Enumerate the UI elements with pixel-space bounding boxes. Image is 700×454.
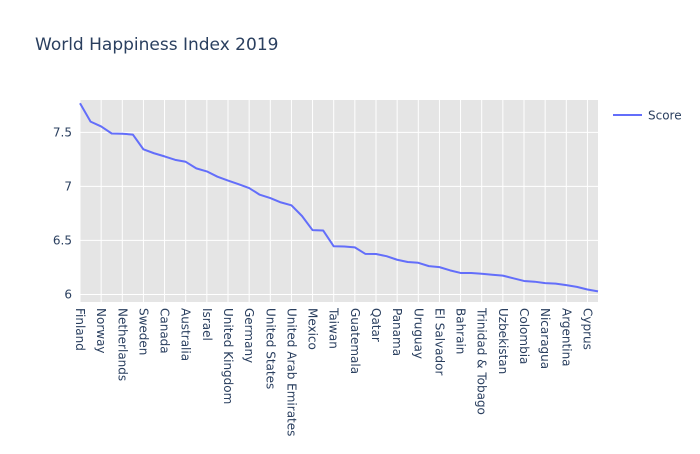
x-tick-label: Israel xyxy=(200,308,214,341)
data-point[interactable] xyxy=(521,278,527,284)
data-point[interactable] xyxy=(77,100,83,106)
data-point[interactable] xyxy=(436,264,442,270)
data-point[interactable] xyxy=(468,270,474,276)
data-point[interactable] xyxy=(193,165,199,171)
data-point[interactable] xyxy=(331,243,337,249)
data-point[interactable] xyxy=(405,259,411,265)
data-point[interactable] xyxy=(458,270,464,276)
data-point[interactable] xyxy=(288,202,294,208)
data-point[interactable] xyxy=(489,272,495,278)
data-point[interactable] xyxy=(553,281,559,287)
x-tick-label: Trinidad & Tobago xyxy=(475,307,489,415)
data-point[interactable] xyxy=(447,267,453,273)
data-point[interactable] xyxy=(172,157,178,163)
data-point[interactable] xyxy=(98,123,104,129)
series-line-score[interactable] xyxy=(79,102,599,293)
x-tick-label: Finland xyxy=(73,308,87,351)
data-point[interactable] xyxy=(88,119,94,125)
x-tick-label: Taiwan xyxy=(327,307,341,349)
data-point[interactable] xyxy=(278,199,284,205)
x-tick-label: El Salvador xyxy=(432,308,446,375)
data-point[interactable] xyxy=(214,174,220,180)
data-point[interactable] xyxy=(532,279,538,285)
plot-area xyxy=(80,100,598,302)
data-point[interactable] xyxy=(362,251,368,257)
x-tick-label: Sweden xyxy=(136,308,150,355)
data-point[interactable] xyxy=(584,286,590,292)
data-point[interactable] xyxy=(299,213,305,219)
x-tick-label: Nicaragua xyxy=(538,308,552,369)
x-tick-label: United Kingdom xyxy=(221,308,235,404)
y-tick-label: 7.5 xyxy=(53,125,72,139)
data-point[interactable] xyxy=(109,130,115,136)
data-point[interactable] xyxy=(310,227,316,233)
x-tick-label: Argentina xyxy=(559,308,573,367)
data-point[interactable] xyxy=(426,263,432,269)
data-point[interactable] xyxy=(320,227,326,233)
data-point[interactable] xyxy=(595,288,601,294)
data-point[interactable] xyxy=(563,282,569,288)
chart-title: World Happiness Index 2019 xyxy=(35,35,278,55)
data-point[interactable] xyxy=(183,159,189,165)
data-point[interactable] xyxy=(236,181,242,187)
x-tick-label: Norway xyxy=(94,308,108,354)
x-tick-label: Bahrain xyxy=(454,308,468,354)
x-tick-label: United States xyxy=(263,308,277,389)
y-tick-label: 6 xyxy=(64,287,72,301)
data-point[interactable] xyxy=(394,257,400,263)
data-point[interactable] xyxy=(246,185,252,191)
x-tick-label: Uruguay xyxy=(411,308,425,359)
data-point[interactable] xyxy=(162,153,168,159)
y-tick-label: 7 xyxy=(64,179,72,193)
data-point[interactable] xyxy=(479,271,485,277)
x-tick-label: United Arab Emirates xyxy=(284,308,298,436)
y-tick-label: 6.5 xyxy=(53,233,72,247)
data-point[interactable] xyxy=(384,253,390,259)
data-point[interactable] xyxy=(151,150,157,156)
data-point[interactable] xyxy=(373,251,379,257)
x-tick-label: Panama xyxy=(390,308,404,356)
data-point[interactable] xyxy=(415,260,421,266)
x-tick-label: Australia xyxy=(179,308,193,361)
x-axis-ticks: Finland Norway Netherlands Sweden Canada Aust… xyxy=(73,307,594,436)
legend-label: Score xyxy=(648,109,682,123)
y-axis-ticks: 6 6.5 7 7.5 xyxy=(53,125,72,301)
data-point[interactable] xyxy=(204,168,210,174)
legend[interactable]: Score xyxy=(613,109,682,123)
series-layer xyxy=(77,100,601,294)
data-point[interactable] xyxy=(130,132,136,138)
x-tick-label: Qatar xyxy=(369,308,383,342)
data-point[interactable] xyxy=(267,195,273,201)
x-tick-label: Mexico xyxy=(306,308,320,350)
grid-lines xyxy=(79,100,598,302)
data-point[interactable] xyxy=(510,275,516,281)
data-point[interactable] xyxy=(500,273,506,279)
data-point[interactable] xyxy=(574,284,580,290)
data-point[interactable] xyxy=(140,146,146,152)
data-point[interactable] xyxy=(225,178,231,184)
data-point[interactable] xyxy=(119,131,125,137)
x-tick-label: Germany xyxy=(242,308,256,363)
data-point[interactable] xyxy=(542,280,548,286)
data-point[interactable] xyxy=(257,192,263,198)
x-tick-label: Cyprus xyxy=(580,308,594,350)
x-tick-label: Canada xyxy=(158,308,172,354)
x-tick-label: Colombia xyxy=(517,308,531,364)
x-tick-label: Uzbekistan xyxy=(496,308,510,374)
x-tick-label: Guatemala xyxy=(348,308,362,374)
data-point[interactable] xyxy=(352,244,358,250)
x-tick-label: Netherlands xyxy=(115,308,129,381)
data-point[interactable] xyxy=(341,243,347,249)
